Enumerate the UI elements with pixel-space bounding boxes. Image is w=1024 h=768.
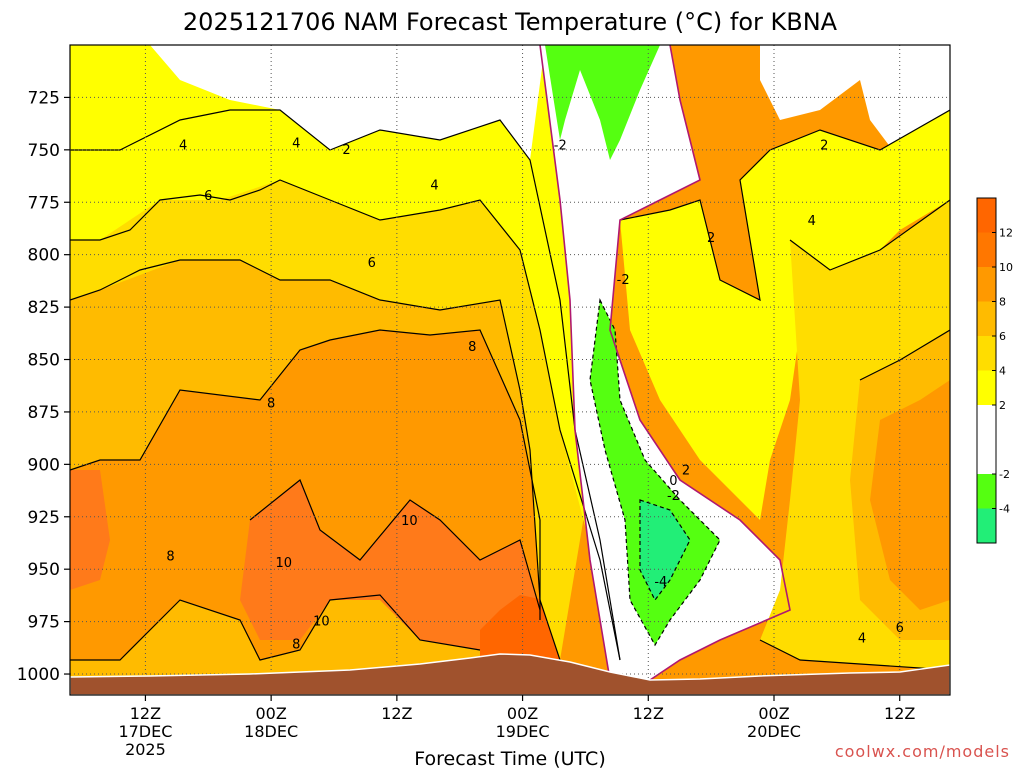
colorbar-label: 8 [999,296,1006,309]
colorbar-bin [977,508,996,543]
colorbar-bin [977,301,996,336]
terrain [70,653,950,695]
contour-label: -2 [617,273,630,288]
colorbar-label: 6 [999,330,1006,343]
contour-label: -2 [554,139,567,154]
colorbar-label: 4 [999,365,1006,378]
contour-label: 4 [858,631,866,646]
colorbar-label: -4 [999,503,1010,516]
contour-label: 0 [669,474,677,489]
colorbar-label: 12 [999,227,1013,240]
x-tick-label: 17DEC [118,722,172,741]
contour-label: 2 [820,139,828,154]
contour-label: 10 [313,615,330,630]
field-10-12 [70,470,540,650]
y-tick-label: 950 [28,560,60,580]
contour-label: 2 [342,143,350,158]
contour-label: -4 [654,575,667,590]
x-tick-label: 12Z [381,704,412,723]
x-tick-label: 19DEC [496,722,550,741]
contour-label: 10 [401,514,418,529]
contour-label: 8 [267,397,275,412]
y-tick-label: 975 [28,613,60,633]
contour-label: 8 [468,340,476,355]
field-8-10-right [870,380,950,610]
field-2-4 [70,45,640,660]
contour-label: 6 [896,621,904,636]
colorbar-label: 2 [999,399,1006,412]
isotherms [70,109,950,671]
x-tick-label: 12Z [633,704,664,723]
colorbar-bin [977,267,996,302]
x-tick-label: 12Z [884,704,915,723]
y-tick-label: 850 [28,351,60,371]
colorbar-bin [977,232,996,267]
y-tick-label: 750 [28,141,60,161]
x-tick-label: 00Z [758,704,789,723]
credit-text: coolwx.com/models [835,742,1010,761]
colorbar-label: 10 [999,261,1013,274]
field-below-minus-4 [640,500,690,600]
y-tick-label: 875 [28,403,60,423]
x-tick-label: 18DEC [244,722,298,741]
contour-label: 6 [368,256,376,271]
colorbar-legend: 12 10 8 6 4 2 -2 -4 [976,197,1013,544]
contour-label: 2 [707,231,715,246]
contour-label: 4 [808,214,816,229]
x-tick-label: 20DEC [747,722,801,741]
freezing-line [539,45,791,681]
plot-frame [69,44,951,696]
y-tick-label: 1000 [17,665,60,685]
contour-label: 4 [179,139,187,154]
y-tick-label: 775 [28,193,60,213]
contour-label: -2 [667,489,680,504]
y-tick-label: 725 [28,88,60,108]
y-tick-label: 900 [28,455,60,475]
field-white-band [540,45,790,680]
x-tick-label: 00Z [507,704,538,723]
field-below-minus-2-wedge [590,300,720,645]
x-axis-label: Forecast Time (UTC) [414,748,605,768]
contour-label: 2 [682,464,690,479]
field-2-4-right [620,110,950,520]
colorbar-bin [977,336,996,371]
contour-label: 8 [292,638,300,653]
field-below-minus-2-top [545,45,660,160]
x-tick-label: 2025 [125,740,166,759]
colorbar-bin [977,198,996,233]
colorbar-bin [977,405,996,474]
x-tick-label: 12Z [130,704,161,723]
y-tick-label: 925 [28,508,60,528]
y-tick-label: 800 [28,246,60,266]
field-white-upper [150,45,545,160]
contour-label: 4 [430,178,438,193]
y-axis-ticks: 725 750 775 800 825 850 875 900 925 950 975 1000 [17,88,70,685]
contour-label: 8 [166,550,174,565]
colorbar-label: -2 [999,468,1010,481]
colorbar-bin [977,370,996,405]
contour-label: 4 [292,137,300,152]
x-tick-label: 00Z [255,704,286,723]
y-tick-label: 825 [28,298,60,318]
chart-title: 2025121706 NAM Forecast Temperature (°C)… [183,8,838,36]
contour-label: 10 [275,556,292,571]
colorbar-bin [977,474,996,509]
contour-label: 6 [204,189,212,204]
field-white-right [760,45,950,160]
